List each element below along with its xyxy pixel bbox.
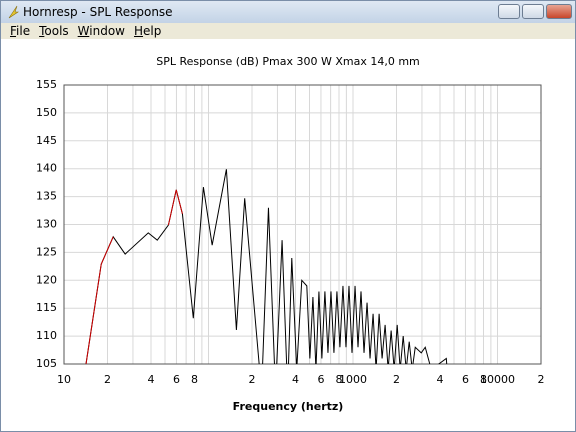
x-tick-label: 8: [191, 373, 198, 386]
title-bar: Hornresp - SPL Response: [1, 1, 575, 23]
x-tick-label: 2: [538, 373, 545, 386]
menu-bar: File Tools Window Help: [1, 23, 575, 39]
x-tick-label: 10000: [480, 373, 515, 386]
y-tick-label: 125: [36, 245, 57, 258]
menu-item[interactable]: File: [10, 24, 31, 38]
chart-title: SPL Response (dB) Pmax 300 W Xmax 14,0 m…: [156, 55, 420, 68]
minimize-button[interactable]: [498, 4, 520, 19]
menu-item[interactable]: Tools: [39, 24, 69, 38]
x-tick-label: 1000: [339, 373, 367, 386]
y-tick-label: 135: [36, 190, 57, 203]
maximize-button[interactable]: [522, 4, 544, 19]
chart: SPL Response (dB) Pmax 300 W Xmax 14,0 m…: [36, 55, 545, 413]
x-tick-label: 2: [248, 373, 255, 386]
plot-frame: [63, 84, 542, 365]
x-tick-label: 2: [393, 373, 400, 386]
series-line: [85, 169, 448, 364]
x-tick-label: 8: [480, 373, 487, 386]
y-tick-label: 145: [36, 134, 57, 147]
window-title: Hornresp - SPL Response: [23, 5, 173, 19]
x-tick-label: 4: [436, 373, 443, 386]
y-tick-label: 155: [36, 78, 57, 91]
menu-item[interactable]: Window: [77, 24, 125, 38]
close-button[interactable]: [546, 4, 572, 19]
y-tick-label: 130: [36, 218, 57, 231]
x-tick-label: 4: [147, 373, 154, 386]
menu-item[interactable]: Help: [134, 24, 162, 38]
y-tick-label: 115: [36, 301, 57, 314]
plot-lines: [85, 169, 448, 364]
x-tick-label: 2: [104, 373, 111, 386]
x-tick-label: 4: [292, 373, 299, 386]
y-tick-label: 120: [36, 273, 57, 286]
x-tick-label: 10: [57, 373, 71, 386]
y-tick-label: 110: [36, 329, 57, 342]
app-icon: [8, 5, 19, 19]
x-tick-label: 8: [335, 373, 342, 386]
y-tick-label: 105: [36, 357, 57, 370]
x-tick-label: 6: [317, 373, 324, 386]
x-axis-label: Frequency (hertz): [233, 400, 344, 413]
y-tick-label: 150: [36, 106, 57, 119]
x-tick-label: 6: [462, 373, 469, 386]
y-tick-label: 140: [36, 162, 57, 175]
series-line: [85, 189, 183, 364]
x-tick-label: 6: [173, 373, 180, 386]
